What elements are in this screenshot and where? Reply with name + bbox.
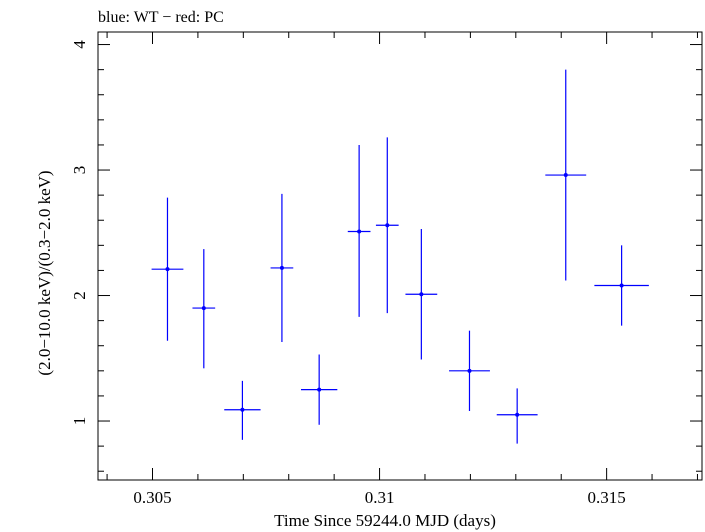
data-point [594, 245, 649, 326]
x-tick-label: 0.315 [588, 488, 626, 507]
chart-title: blue: WT − red: PC [98, 9, 224, 26]
data-point [151, 197, 184, 341]
axis-tick-labels: 0.305 0.31 0.315 1 2 3 4 [70, 40, 626, 507]
data-point [545, 69, 587, 281]
point-marker [385, 223, 390, 228]
y-tick-label: 3 [70, 166, 89, 175]
y-tick-label: 1 [70, 417, 89, 426]
point-marker [165, 267, 170, 272]
data-point [449, 330, 490, 411]
point-marker [317, 387, 322, 392]
data-point [224, 380, 261, 440]
point-marker [619, 283, 624, 288]
point-marker [563, 173, 568, 178]
x-tick-label: 0.305 [133, 488, 171, 507]
point-marker [357, 229, 362, 234]
x-axis-label: Time Since 59244.0 MJD (days) [274, 511, 496, 530]
point-marker [515, 412, 520, 417]
point-marker [201, 306, 206, 311]
x-tick-label: 0.31 [365, 488, 395, 507]
data-point [192, 249, 216, 369]
data-point [347, 144, 371, 317]
data-point [270, 193, 294, 342]
y-axis-label: (2.0−10.0 keV)/(0.3−2.0 keV) [35, 170, 54, 375]
plot-frame [97, 31, 703, 481]
point-marker [419, 292, 424, 297]
data-point [405, 229, 438, 360]
y-tick-label: 2 [70, 291, 89, 300]
data-point [496, 388, 538, 444]
axis-ticks [98, 32, 702, 480]
point-marker [467, 368, 472, 373]
point-marker [240, 407, 245, 412]
data-point [375, 137, 399, 314]
y-tick-label: 4 [70, 40, 89, 49]
data-point [300, 354, 338, 425]
data-marks [151, 69, 649, 444]
point-marker [279, 265, 284, 270]
